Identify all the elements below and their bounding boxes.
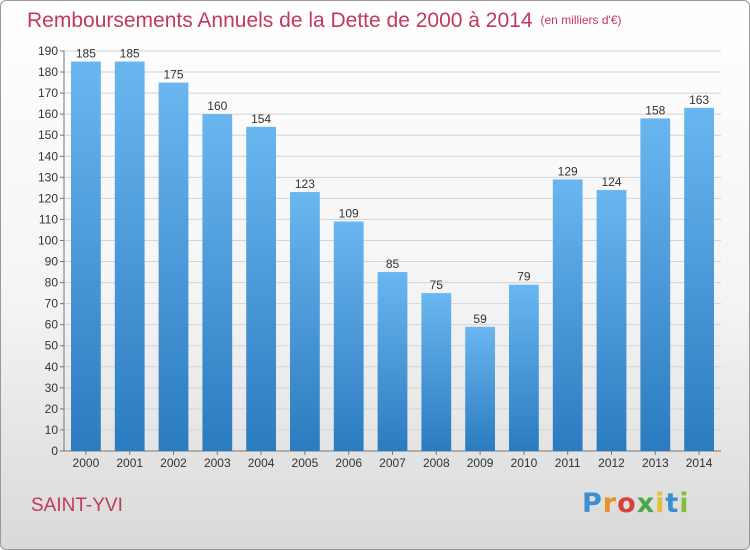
x-tick-label: 2003: [204, 456, 231, 470]
logo-letter: i: [679, 488, 690, 519]
bar-value-label: 154: [251, 112, 271, 126]
y-tick-label: 40: [45, 360, 59, 374]
proxiti-logo: Proxiti: [582, 488, 690, 519]
y-tick-label: 20: [45, 402, 59, 416]
bar-value-label: 124: [601, 175, 621, 189]
chart-title: Remboursements Annuels de la Dette de 20…: [27, 9, 622, 33]
bar: [684, 107, 714, 451]
x-tick-label: 2011: [555, 456, 581, 470]
y-tick-label: 150: [38, 128, 58, 142]
bar-value-label: 185: [76, 47, 96, 61]
logo-letter: i: [655, 488, 666, 519]
y-tick-label: 70: [45, 297, 59, 311]
bar: [71, 61, 101, 452]
y-tick-label: 90: [45, 255, 59, 269]
bar: [158, 82, 189, 451]
y-tick-label: 50: [45, 339, 59, 353]
bar: [640, 118, 671, 452]
y-tick-label: 180: [38, 65, 58, 79]
y-tick-label: 0: [51, 444, 58, 458]
bar-value-label: 79: [517, 270, 531, 284]
x-tick-label: 2009: [467, 456, 494, 470]
y-tick-label: 140: [38, 149, 58, 163]
bar-value-label: 163: [689, 93, 709, 107]
bar: [202, 114, 233, 451]
y-tick-label: 80: [45, 276, 59, 290]
x-tick-label: 2005: [292, 456, 319, 470]
chart-title-text: Remboursements Annuels de la Dette de 20…: [27, 9, 533, 32]
bar-value-label: 123: [295, 177, 315, 191]
bar: [552, 179, 583, 451]
x-tick-label: 2013: [642, 456, 669, 470]
bar-value-label: 75: [430, 278, 444, 292]
y-tick-label: 130: [38, 170, 58, 184]
bar-value-label: 158: [645, 103, 665, 117]
logo-letter: P: [582, 488, 603, 519]
y-tick-label: 10: [45, 423, 59, 437]
bar: [465, 326, 495, 451]
bar: [509, 284, 539, 451]
bar-value-label: 175: [163, 68, 183, 82]
bar: [290, 192, 320, 452]
logo-letter: x: [636, 488, 656, 519]
x-tick-label: 2001: [116, 456, 143, 470]
logo-letter: r: [602, 488, 618, 519]
x-tick-label: 2000: [73, 456, 100, 470]
bar-value-label: 85: [386, 257, 400, 271]
y-tick-label: 190: [38, 44, 58, 58]
y-tick-label: 100: [38, 233, 58, 247]
bar: [377, 272, 408, 451]
y-tick-label: 110: [39, 212, 58, 226]
bar: [421, 293, 452, 451]
y-tick-label: 170: [38, 86, 58, 100]
bar: [246, 126, 276, 451]
x-tick-label: 2012: [598, 456, 625, 470]
x-tick-label: 2010: [511, 456, 538, 470]
x-tick-label: 2014: [686, 456, 713, 470]
bar: [114, 61, 145, 452]
y-tick-label: 30: [45, 381, 59, 395]
x-tick-label: 2008: [423, 456, 450, 470]
town-name: SAINT-YVI: [31, 495, 123, 516]
chart-subtitle: (en milliers d'€): [540, 13, 622, 27]
logo-letter: o: [617, 488, 637, 519]
bar-value-label: 109: [339, 207, 359, 221]
y-tick-label: 120: [38, 191, 58, 205]
x-tick-label: 2007: [379, 456, 406, 470]
x-tick-label: 2006: [335, 456, 362, 470]
logo-letter: t: [665, 488, 680, 519]
y-tick-label: 60: [45, 318, 59, 332]
bar: [333, 221, 364, 451]
y-tick-label: 160: [38, 107, 58, 121]
bar-value-label: 185: [120, 47, 140, 61]
bar: [596, 189, 627, 451]
bar-value-label: 59: [473, 312, 487, 326]
bar-value-label: 129: [558, 164, 578, 178]
bar-value-label: 160: [207, 99, 227, 113]
x-tick-label: 2002: [160, 456, 187, 470]
x-tick-label: 2004: [248, 456, 275, 470]
